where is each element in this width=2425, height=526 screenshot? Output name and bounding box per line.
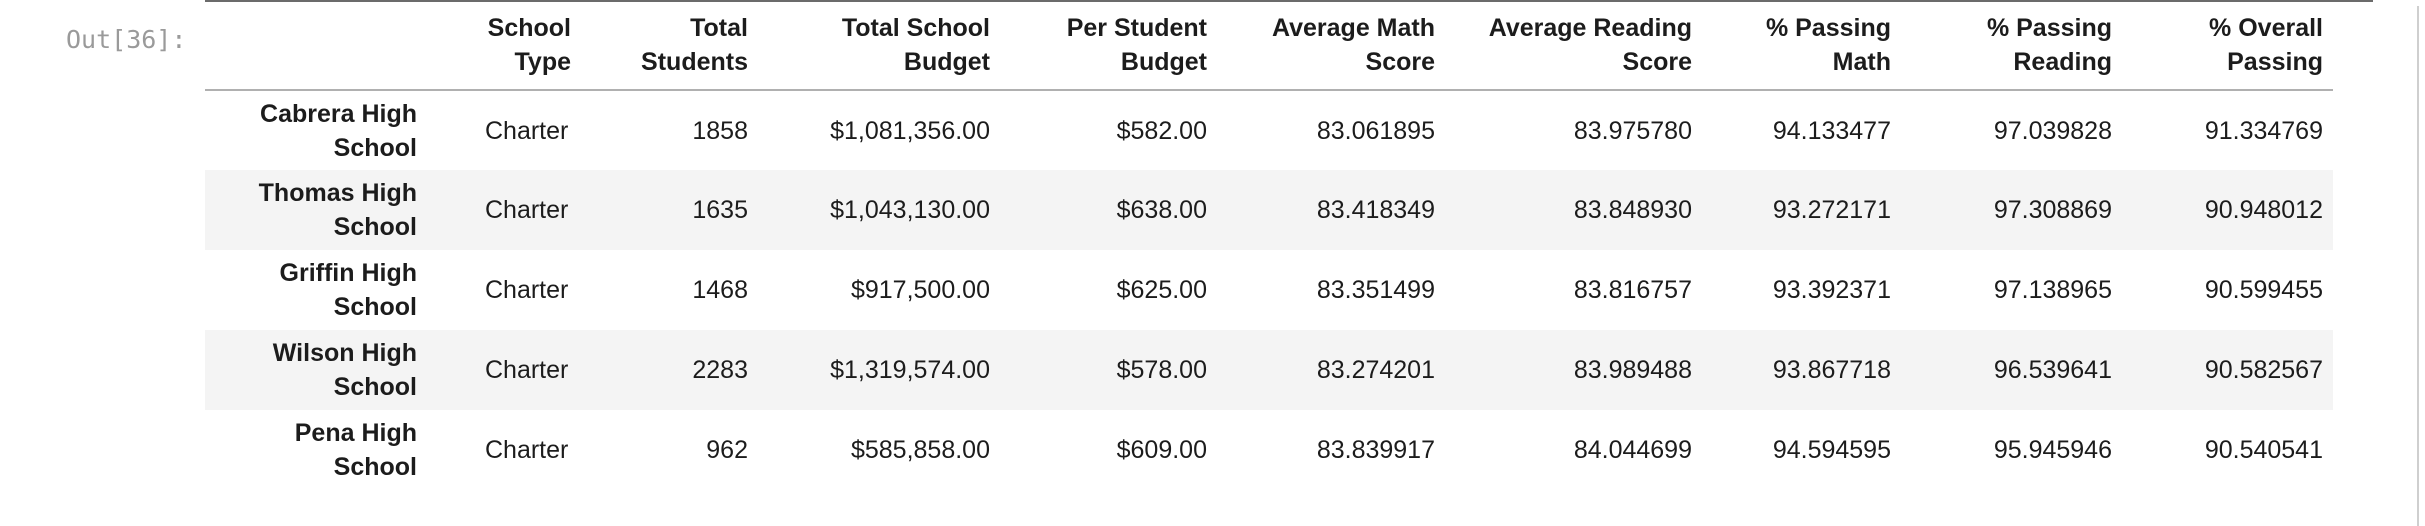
column-header-average-reading-score: Average Reading Score xyxy=(1445,2,1702,91)
cell-total-school-budget: $1,081,356.00 xyxy=(830,116,990,145)
cell-per-student-budget: $582.00 xyxy=(1116,116,1207,145)
cell-pct-passing-math: 93.392371 xyxy=(1772,276,1891,304)
cell-school-type: Charter xyxy=(485,196,569,224)
cell-pct-passing-math: 93.272171 xyxy=(1772,196,1891,224)
cell-total-school-budget: $1,043,130.00 xyxy=(830,196,990,224)
cell-pct-overall-passing: 90.582567 xyxy=(2204,356,2323,384)
cell-pct-passing-reading: 95.945946 xyxy=(1993,436,2112,464)
cell-total-school-budget: $1,319,574.00 xyxy=(830,356,990,384)
cell-pct-passing-reading: 97.308869 xyxy=(1993,196,2112,224)
cell-average-reading-score: 83.848930 xyxy=(1573,196,1692,224)
row-index-label: Griffin High School xyxy=(279,259,417,321)
cell-average-math-score: 83.274201 xyxy=(1316,356,1435,384)
cell-per-student-budget: $578.00 xyxy=(1116,356,1207,384)
cell-pct-passing-reading: 97.039828 xyxy=(1993,116,2112,145)
cell-pct-overall-passing: 90.599455 xyxy=(2204,276,2323,304)
column-header-average-math-score: Average Math Score xyxy=(1217,2,1445,91)
dataframe-table: School Type Total Students Total School … xyxy=(205,2,2333,490)
dataframe-body: Cabrera High School Charter 1858 $1,081,… xyxy=(205,90,2333,490)
cell-pct-overall-passing: 90.540541 xyxy=(2204,436,2323,464)
cell-pct-passing-math: 93.867718 xyxy=(1772,356,1891,384)
cell-average-reading-score: 84.044699 xyxy=(1573,436,1692,464)
table-row-pena: Pena High School Charter 962 $585,858.00… xyxy=(205,410,2333,490)
column-header-total-school-budget: Total School Budget xyxy=(758,2,1000,91)
row-index-label: Wilson High School xyxy=(272,339,417,401)
header-row: School Type Total Students Total School … xyxy=(205,2,2333,91)
cell-total-students: 962 xyxy=(706,436,748,464)
cell-per-student-budget: $625.00 xyxy=(1116,276,1207,304)
cell-average-reading-score: 83.975780 xyxy=(1573,116,1692,145)
row-index-label: Pena High School xyxy=(294,419,417,481)
cell-total-students: 1858 xyxy=(692,116,748,145)
cell-average-math-score: 83.839917 xyxy=(1316,436,1435,464)
row-index-label: Cabrera High School xyxy=(260,99,417,162)
table-row-wilson: Wilson High School Charter 2283 $1,319,5… xyxy=(205,330,2333,410)
table-row-thomas: Thomas High School Charter 1635 $1,043,1… xyxy=(205,170,2333,250)
column-header-total-students: Total Students xyxy=(581,2,758,91)
cell-pct-passing-math: 94.594595 xyxy=(1772,436,1891,464)
column-header-per-student-budget: Per Student Budget xyxy=(1000,2,1217,91)
cell-average-math-score: 83.061895 xyxy=(1316,116,1435,145)
cell-pct-overall-passing: 90.948012 xyxy=(2204,196,2323,224)
cell-pct-overall-passing: 91.334769 xyxy=(2204,116,2323,145)
index-header-blank xyxy=(205,2,427,91)
cell-school-type: Charter xyxy=(485,356,569,384)
column-header-school-type: School Type xyxy=(427,2,581,91)
cell-average-reading-score: 83.816757 xyxy=(1573,276,1692,304)
row-index-label: Thomas High School xyxy=(258,179,417,241)
column-header-pct-overall-passing: % Overall Passing xyxy=(2122,2,2333,91)
cell-pct-passing-reading: 97.138965 xyxy=(1993,276,2112,304)
cell-pct-passing-math: 94.133477 xyxy=(1772,116,1891,145)
cell-average-reading-score: 83.989488 xyxy=(1573,356,1692,384)
cell-average-math-score: 83.418349 xyxy=(1316,196,1435,224)
dataframe-header: School Type Total Students Total School … xyxy=(205,2,2333,91)
cell-total-students: 1635 xyxy=(692,196,748,224)
table-row-griffin: Griffin High School Charter 1468 $917,50… xyxy=(205,250,2333,330)
column-header-pct-passing-math: % Passing Math xyxy=(1702,2,1901,91)
cell-total-students: 2283 xyxy=(692,356,748,384)
cell-school-type: Charter xyxy=(485,276,569,304)
output-area-border xyxy=(2417,6,2419,526)
cell-divider-line xyxy=(205,0,2373,2)
column-header-pct-passing-reading: % Passing Reading xyxy=(1901,2,2122,91)
cell-school-type: Charter xyxy=(485,116,569,145)
out-prompt: Out[36]: xyxy=(66,25,187,54)
cell-average-math-score: 83.351499 xyxy=(1316,276,1435,304)
cell-per-student-budget: $609.00 xyxy=(1116,436,1207,464)
cell-total-school-budget: $585,858.00 xyxy=(850,436,990,464)
cell-per-student-budget: $638.00 xyxy=(1116,196,1207,224)
cell-total-school-budget: $917,500.00 xyxy=(850,276,990,304)
cell-total-students: 1468 xyxy=(692,276,748,304)
table-row-cabrera: Cabrera High School Charter 1858 $1,081,… xyxy=(205,90,2333,170)
cell-school-type: Charter xyxy=(485,436,569,464)
cell-pct-passing-reading: 96.539641 xyxy=(1993,356,2112,384)
